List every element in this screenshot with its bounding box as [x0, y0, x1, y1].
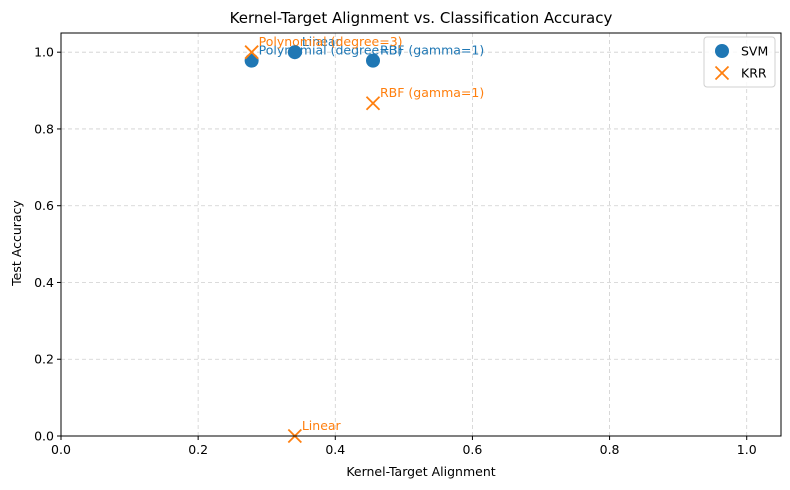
y-tick-label: 0.8 [34, 121, 54, 136]
y-tick-label: 0.4 [34, 275, 54, 290]
y-tick-label: 0.6 [34, 198, 54, 213]
x-tick-label: 1.0 [737, 442, 757, 457]
krr-point-label: Polynomial (degree=3) [259, 34, 403, 49]
y-tick-label: 0.0 [34, 429, 54, 444]
legend-svm-label: SVM [741, 44, 768, 59]
legend: SVM KRR [703, 36, 776, 88]
chart-title: Kernel-Target Alignment vs. Classificati… [230, 9, 613, 27]
y-tick-label: 0.2 [34, 352, 54, 367]
krr-point [365, 96, 381, 111]
x-tick-label: 0.4 [325, 442, 345, 457]
svm-point [287, 45, 302, 60]
x-tick-label: 0.2 [188, 442, 208, 457]
krr-point-label: Linear [302, 418, 342, 433]
axis-ticks: 0.0 0.2 0.4 0.6 0.8 1.0 0.0 0.2 0.4 0.6 0.8 1.0 [34, 45, 757, 457]
legend-krr-marker [714, 65, 730, 81]
data-points [244, 45, 381, 444]
krr-point-label: RBF (gamma=1) [380, 85, 484, 100]
legend-krr-label: KRR [741, 66, 767, 81]
y-tick-label: 1.0 [34, 45, 54, 60]
svm-point [244, 53, 259, 68]
x-tick-label: 0.6 [462, 442, 482, 457]
x-axis-label: Kernel-Target Alignment [346, 464, 495, 479]
svm-point [366, 53, 380, 68]
x-tick-label: 0.0 [51, 442, 71, 457]
x-tick-label: 0.8 [600, 442, 620, 457]
krr-point [244, 45, 259, 60]
legend-svm-marker [715, 44, 729, 58]
plot-frame [60, 32, 782, 437]
svm-point-label: Linear [302, 34, 342, 49]
svm-point-label: RBF (gamma=1) [380, 43, 484, 58]
y-axis-label: Test Accuracy [9, 200, 24, 287]
